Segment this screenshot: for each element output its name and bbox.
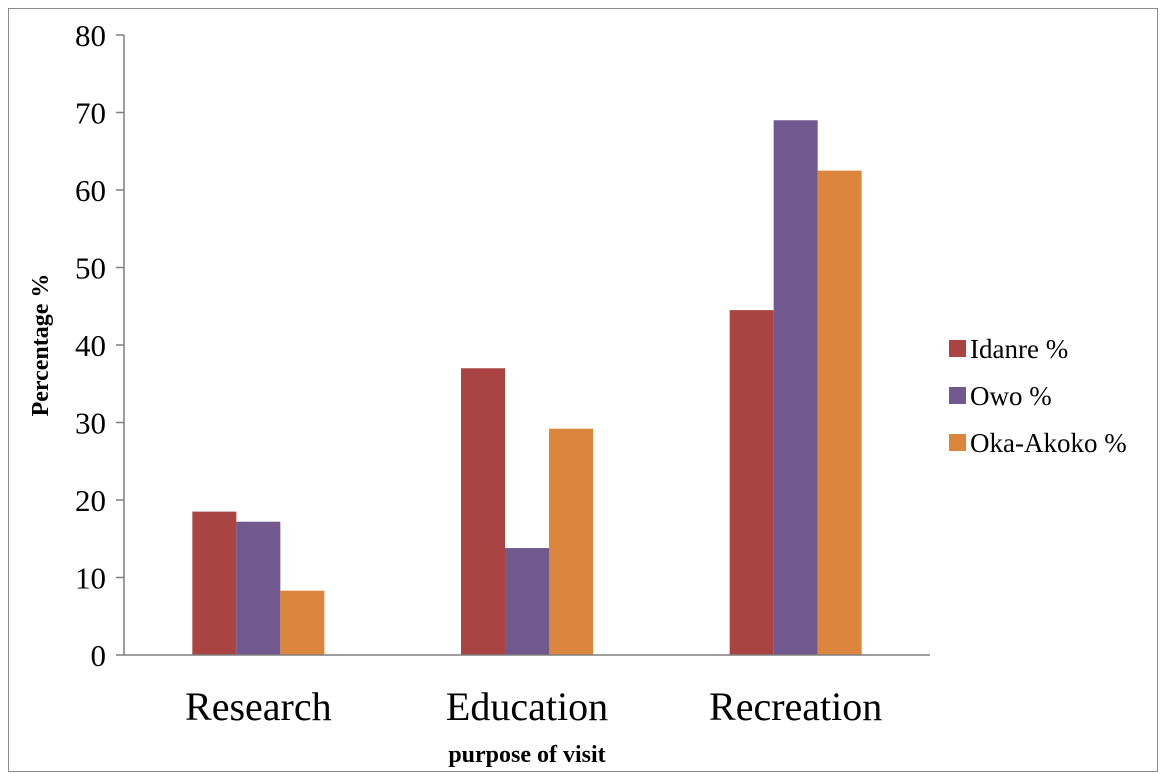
legend: Idanre % Owo % Oka-Akoko % — [949, 334, 1127, 458]
y-axis-title: Percentage % — [28, 274, 54, 417]
y-tick-label: 40 — [75, 328, 106, 363]
y-tick-label: 70 — [75, 96, 106, 131]
x-category-label: Education — [446, 684, 608, 729]
x-category-label: Recreation — [709, 684, 882, 729]
y-tick-label: 0 — [91, 638, 107, 673]
y-tick-label: 30 — [75, 406, 106, 441]
bar-oka-akoko-education — [549, 428, 593, 655]
bar-oka-akoko-recreation — [817, 170, 862, 655]
legend-swatch — [949, 340, 966, 357]
y-tick-label: 80 — [75, 18, 106, 53]
bar-owo-recreation — [773, 120, 818, 655]
bar-owo-research — [236, 521, 281, 655]
legend-swatch — [949, 387, 966, 404]
y-axis-ticks: 0 10 20 30 40 50 60 70 80 — [75, 18, 124, 673]
bar-oka-akoko-research — [280, 590, 325, 655]
y-tick-label: 50 — [75, 251, 106, 286]
legend-swatch — [949, 434, 966, 451]
bar-idanre-research — [192, 511, 237, 655]
y-tick-label: 60 — [75, 173, 106, 208]
bar-idanre-education — [461, 368, 505, 655]
y-tick-label: 10 — [75, 561, 106, 596]
legend-label: Oka-Akoko % — [970, 428, 1127, 458]
x-category-label: Research — [185, 684, 332, 729]
legend-label: Idanre % — [970, 334, 1068, 364]
bar-idanre-recreation — [729, 310, 774, 655]
x-axis-categories: Research Education Recreation — [185, 684, 882, 729]
bar-owo-education — [505, 548, 549, 655]
legend-label: Owo % — [970, 381, 1052, 411]
y-tick-label: 20 — [75, 483, 106, 518]
x-axis-title: purpose of visit — [448, 742, 605, 768]
bars — [192, 120, 862, 655]
